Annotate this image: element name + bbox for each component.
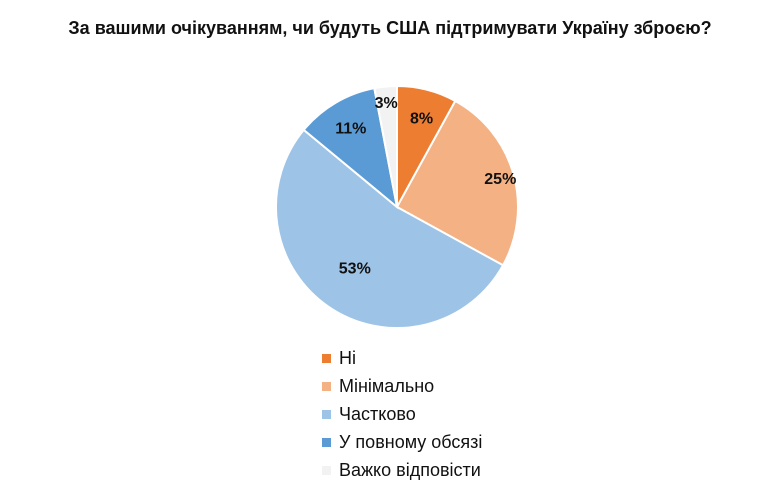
legend-label: Мінімально	[339, 375, 435, 396]
legend-swatch	[322, 381, 331, 391]
chart-title: За вашими очікуванням, чи будуть США під…	[68, 18, 712, 38]
legend: Ні Мінімально Частково У повному обсязі Важк…	[322, 344, 482, 484]
legend-label: Частково	[339, 403, 416, 424]
legend-item-3: Частково	[322, 400, 482, 428]
pie-slice-5	[373, 84, 398, 208]
data-label-2: 25%	[484, 171, 516, 188]
legend-swatch	[322, 353, 331, 363]
pie-value-labels: 8% 25% 53% 11% 3%	[335, 95, 516, 278]
legend-label: Важко відповісти	[339, 459, 481, 480]
legend-item-5: Важко відповісти	[322, 456, 482, 484]
data-label-5: 3%	[375, 95, 398, 112]
pie-slices	[274, 84, 519, 330]
legend-item-4: У повному обсязі	[322, 428, 482, 456]
legend-label: У повному обсязі	[339, 431, 483, 452]
pie-slice-3	[274, 128, 505, 330]
pie-slice-4	[302, 86, 399, 210]
data-label-1: 8%	[410, 111, 433, 128]
data-label-3: 53%	[339, 261, 371, 278]
data-label-4: 11%	[335, 120, 366, 137]
legend-swatch	[322, 437, 331, 447]
legend-item-1: Ні	[322, 344, 482, 372]
legend-swatch	[322, 409, 331, 419]
pie-slice-2	[395, 99, 519, 267]
legend-item-2: Мінімально	[322, 372, 482, 400]
legend-label: Ні	[339, 347, 356, 368]
legend-swatch	[322, 465, 331, 475]
